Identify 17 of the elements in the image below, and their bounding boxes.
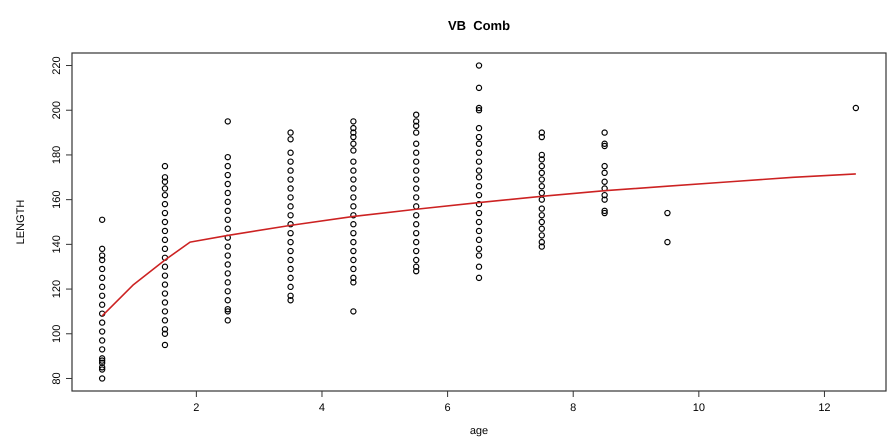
y-tick-label: 160 [51, 190, 63, 209]
x-tick-label: 10 [692, 402, 705, 414]
y-tick-label: 200 [51, 101, 63, 120]
x-tick-label: 2 [193, 402, 200, 414]
y-tick-label: 180 [51, 146, 63, 164]
x-tick-label: 4 [318, 402, 326, 414]
chart-title: VB Comb [448, 18, 510, 33]
x-tick-label: 8 [570, 402, 576, 414]
y-tick-label: 220 [51, 56, 63, 75]
x-axis-title: age [470, 425, 488, 437]
y-axis-title: LENGTH [15, 200, 27, 244]
x-tick-label: 12 [818, 402, 831, 414]
y-tick-label: 140 [51, 235, 63, 254]
y-tick-label: 120 [51, 280, 63, 298]
y-tick-label: 100 [51, 324, 63, 343]
y-tick-label: 80 [51, 372, 63, 385]
x-tick-label: 6 [444, 402, 451, 414]
